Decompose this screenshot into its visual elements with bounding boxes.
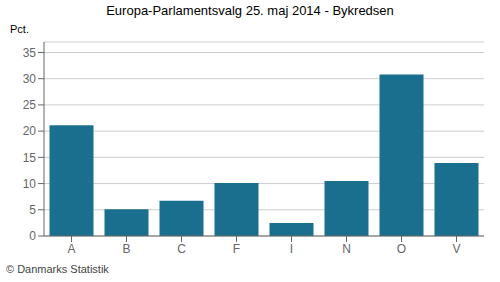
svg-text:O: O <box>397 242 406 256</box>
svg-text:0: 0 <box>29 229 36 243</box>
svg-text:35: 35 <box>23 46 37 60</box>
svg-text:5: 5 <box>29 203 36 217</box>
html-text:Pct.: Pct. <box>10 23 29 35</box>
svg-text:C: C <box>177 242 186 256</box>
svg-text:25: 25 <box>23 98 37 112</box>
html-text:© Danmarks Statistik: © Danmarks Statistik <box>6 263 109 275</box>
svg-text:15: 15 <box>23 151 37 165</box>
html-text:Europa-Parlamentsvalg 25. maj: Europa-Parlamentsvalg 25. maj 2014 - Byk… <box>106 3 394 18</box>
svg-text:F: F <box>233 242 240 256</box>
svg-text:I: I <box>290 242 293 256</box>
svg-text:20: 20 <box>23 124 37 138</box>
svg-text:A: A <box>67 242 75 256</box>
svg-text:B: B <box>122 242 130 256</box>
svg-text:N: N <box>342 242 351 256</box>
svg-text:10: 10 <box>23 177 37 191</box>
svg-text:V: V <box>452 242 460 256</box>
svg-text:30: 30 <box>23 72 37 86</box>
